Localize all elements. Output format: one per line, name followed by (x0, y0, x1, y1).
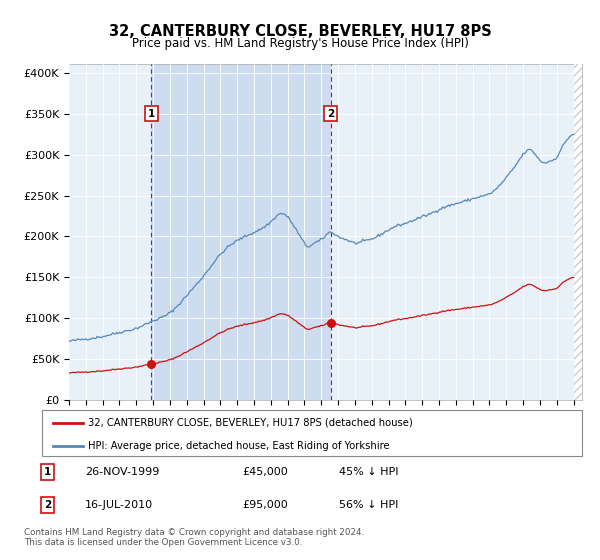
Text: 2: 2 (327, 109, 334, 119)
Text: Contains HM Land Registry data © Crown copyright and database right 2024.
This d: Contains HM Land Registry data © Crown c… (24, 528, 364, 547)
Text: 16-JUL-2010: 16-JUL-2010 (85, 500, 154, 510)
Text: 32, CANTERBURY CLOSE, BEVERLEY, HU17 8PS: 32, CANTERBURY CLOSE, BEVERLEY, HU17 8PS (109, 24, 491, 39)
Text: 1: 1 (44, 467, 51, 477)
Text: £95,000: £95,000 (242, 500, 287, 510)
Text: 1: 1 (148, 109, 155, 119)
Bar (151, 64, 331, 400)
Text: 32, CANTERBURY CLOSE, BEVERLEY, HU17 8PS (detached house): 32, CANTERBURY CLOSE, BEVERLEY, HU17 8PS… (88, 418, 413, 428)
Text: HPI: Average price, detached house, East Riding of Yorkshire: HPI: Average price, detached house, East… (88, 441, 389, 451)
Text: Price paid vs. HM Land Registry's House Price Index (HPI): Price paid vs. HM Land Registry's House … (131, 37, 469, 50)
FancyBboxPatch shape (42, 410, 582, 456)
Text: 2: 2 (44, 500, 51, 510)
Text: 26-NOV-1999: 26-NOV-1999 (85, 467, 160, 477)
Text: 56% ↓ HPI: 56% ↓ HPI (339, 500, 398, 510)
Text: 45% ↓ HPI: 45% ↓ HPI (339, 467, 398, 477)
Text: £45,000: £45,000 (242, 467, 287, 477)
